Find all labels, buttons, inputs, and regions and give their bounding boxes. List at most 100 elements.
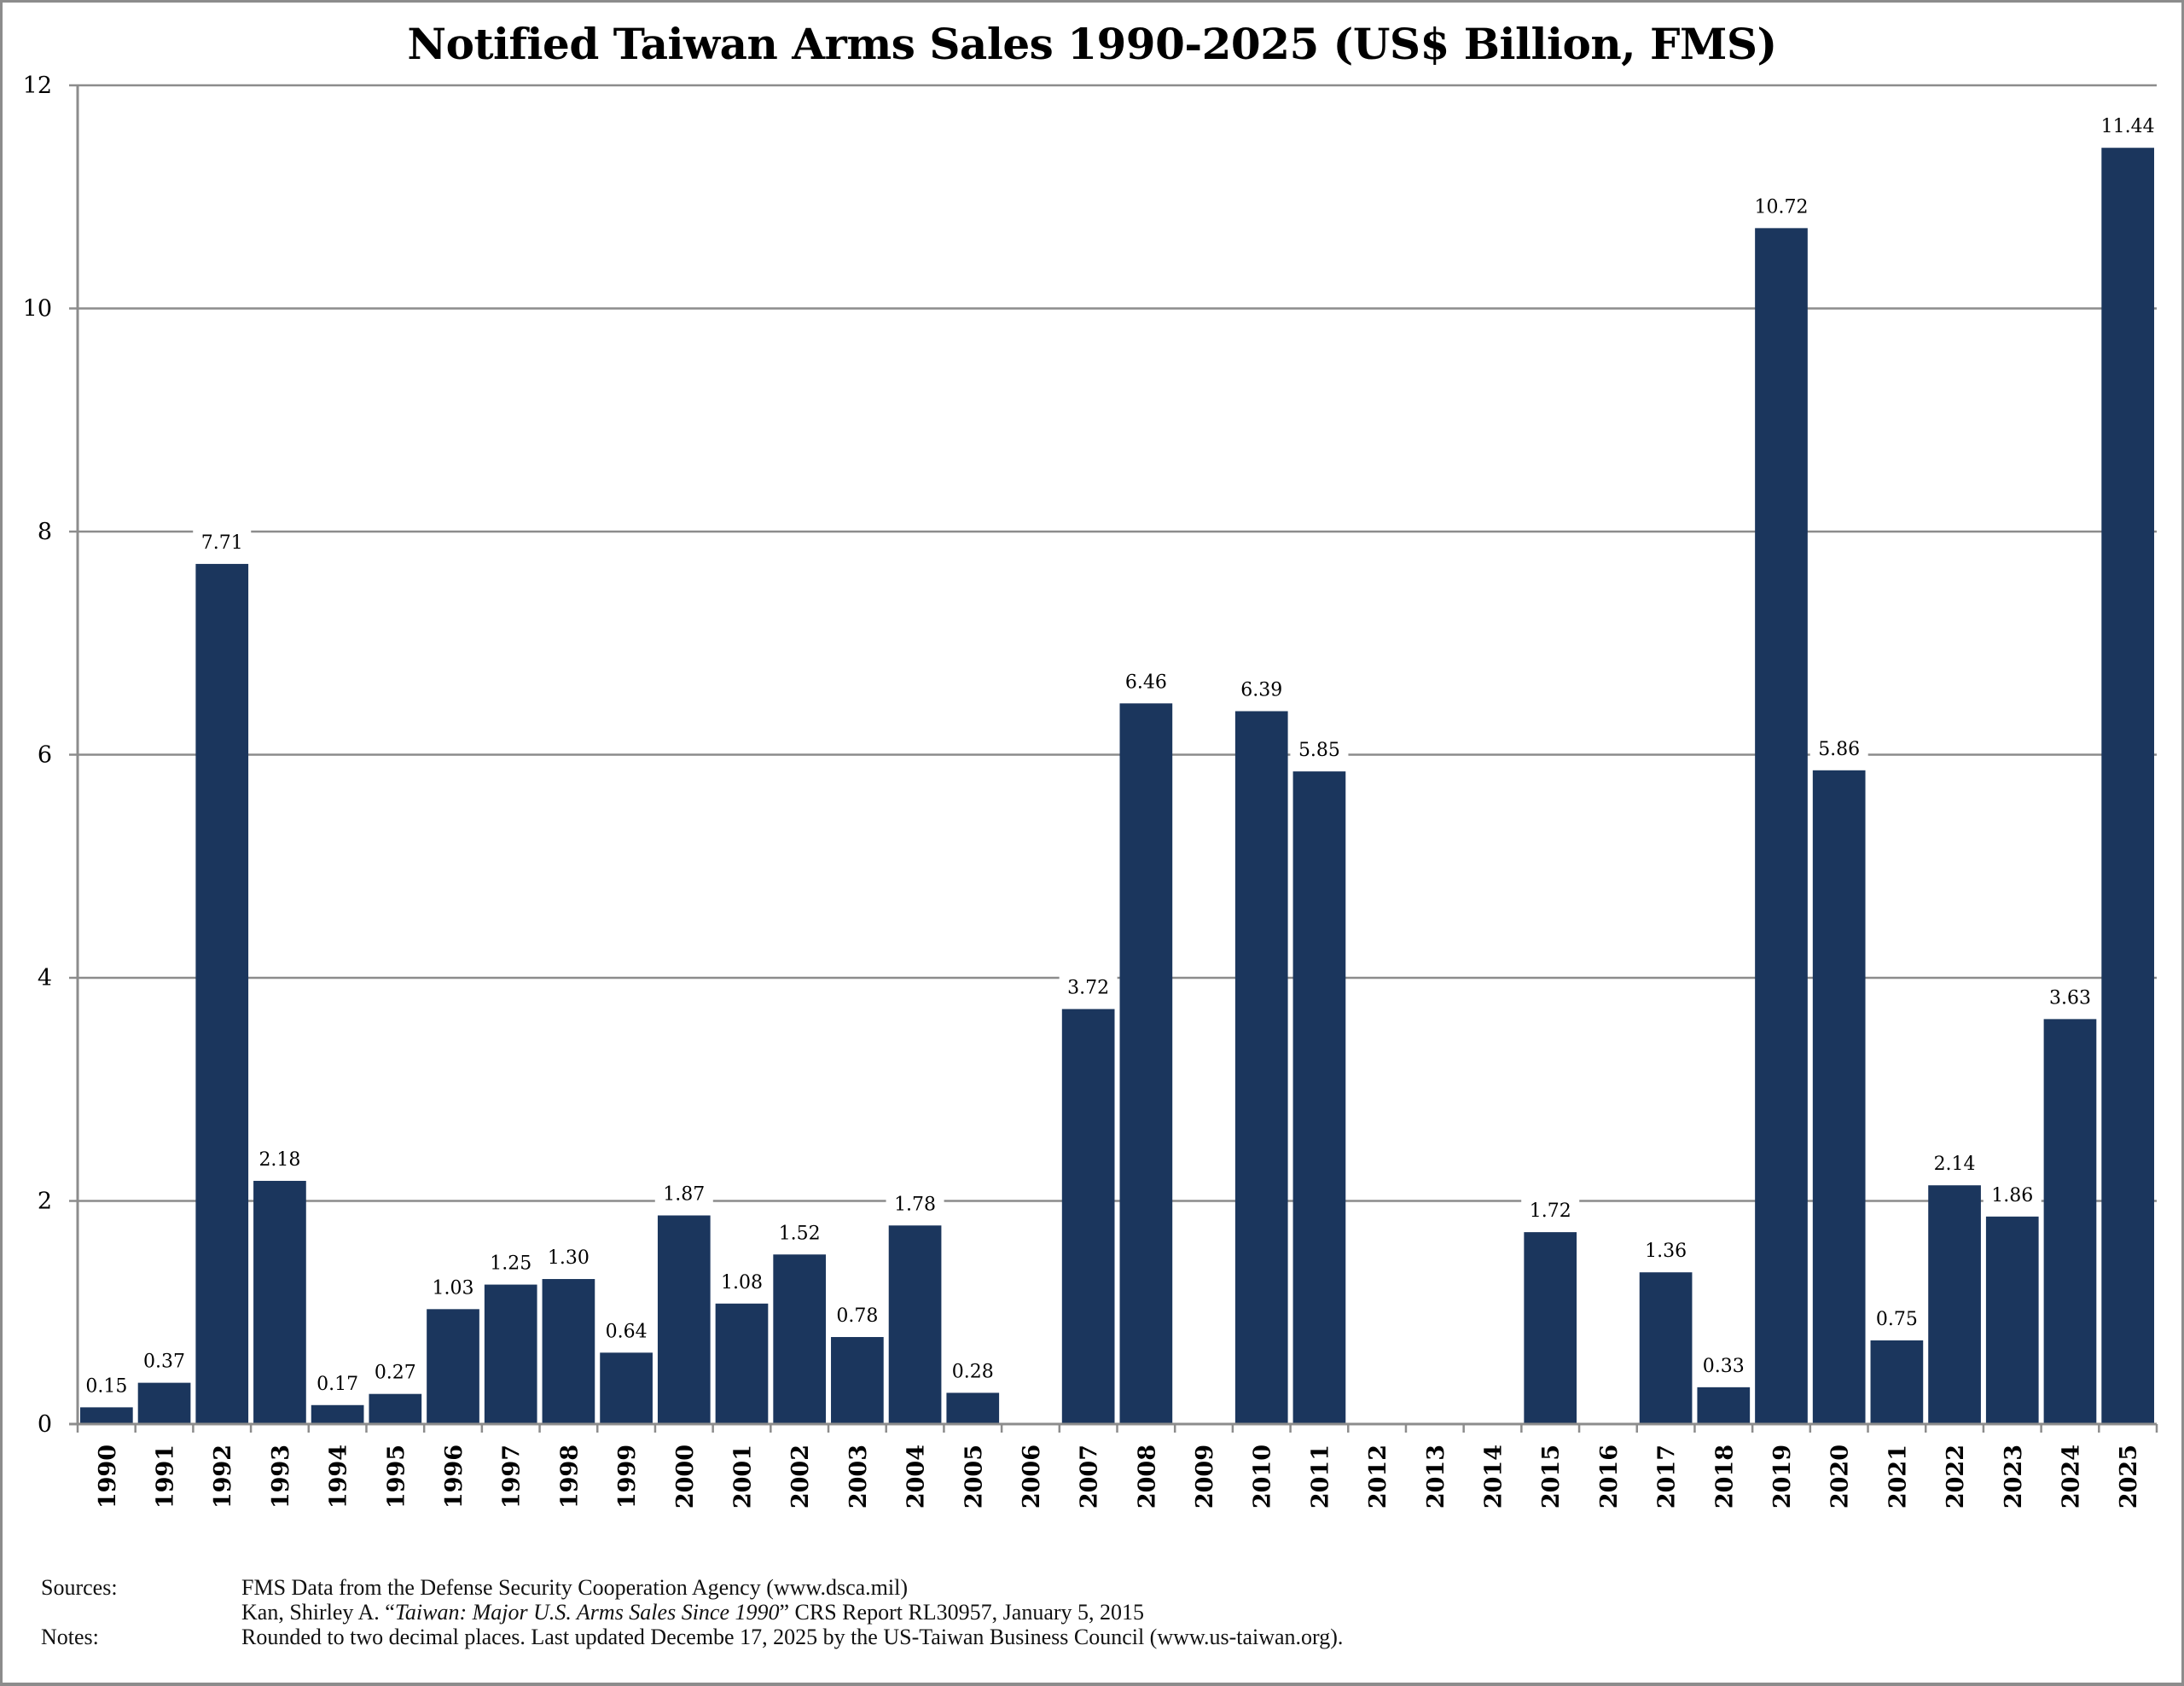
- data-label-2025: 11.44: [2101, 116, 2155, 137]
- x-tick-label: 2006: [1019, 1445, 1045, 1509]
- data-label-2010: 6.39: [1240, 680, 1282, 701]
- bar-1990: [80, 1407, 133, 1424]
- data-label-2007: 3.72: [1067, 978, 1109, 999]
- data-label-1993: 2.18: [258, 1149, 300, 1171]
- data-label-1997: 1.25: [490, 1253, 531, 1275]
- bar-2002: [773, 1254, 827, 1424]
- x-tick-label: 2015: [1538, 1445, 1565, 1509]
- data-label-2003: 0.78: [836, 1305, 878, 1327]
- data-label-bg: [1290, 734, 1349, 764]
- footer-source-2-row: Kan, Shirley A. “Taiwan: Major U.S. Arms…: [41, 1600, 1343, 1625]
- bar-2021: [1870, 1340, 1924, 1424]
- data-label-1990: 0.15: [85, 1375, 127, 1397]
- bar-1996: [427, 1309, 479, 1424]
- data-labels: 0.15 0.37 7.71 2.18 0.17 0.27 1.03 1.25 1.30 0.64…: [77, 110, 2158, 1399]
- data-label-bg: [654, 1177, 713, 1207]
- x-tick-label: 2008: [1134, 1445, 1160, 1509]
- x-tick-label: 2009: [1192, 1445, 1218, 1509]
- data-label-bg: [1751, 190, 1810, 220]
- data-label-bg: [1521, 1195, 1580, 1224]
- bar-2019: [1755, 228, 1808, 1424]
- source-2: Kan, Shirley A. “Taiwan: Major U.S. Arms…: [241, 1600, 1144, 1625]
- x-tick-label: 1994: [326, 1445, 352, 1509]
- bar-2018: [1697, 1387, 1751, 1424]
- bar-2011: [1292, 771, 1346, 1424]
- x-tick-label: 1990: [95, 1445, 121, 1509]
- data-label-bg: [1926, 1148, 1984, 1177]
- data-label-bg: [1117, 666, 1176, 695]
- x-tick-label: 2011: [1307, 1445, 1333, 1509]
- x-tick-label: 1991: [153, 1445, 179, 1509]
- y-tick-label: 10: [23, 296, 52, 323]
- data-label-bg: [1636, 1235, 1695, 1264]
- data-label-2019: 10.72: [1754, 196, 1808, 218]
- x-tick-label: 2000: [672, 1445, 699, 1509]
- data-label-2015: 1.72: [1530, 1201, 1571, 1222]
- data-label-1994: 0.17: [317, 1374, 358, 1395]
- x-tick-label: 2012: [1365, 1445, 1391, 1509]
- data-label-1996: 1.03: [433, 1277, 474, 1299]
- bar-2024: [2043, 1019, 2097, 1424]
- data-label-bg: [886, 1188, 944, 1218]
- x-tick-label: 2022: [1943, 1445, 1969, 1509]
- data-label-bg: [1983, 1178, 2042, 1208]
- data-label-bg: [770, 1217, 829, 1247]
- x-tick-label: 2002: [787, 1445, 814, 1509]
- data-label-bg: [712, 1265, 771, 1295]
- bars: [80, 148, 2154, 1425]
- x-tick-label: 2010: [1250, 1445, 1276, 1509]
- x-tick-label: 2020: [1827, 1445, 1854, 1509]
- x-tick-label: 1995: [383, 1445, 410, 1509]
- x-tick-label: 2025: [2116, 1445, 2142, 1509]
- bar-1999: [600, 1352, 653, 1424]
- data-label-bg: [2041, 981, 2100, 1011]
- data-label-bg: [1867, 1302, 1926, 1332]
- y-tick-label: 4: [38, 965, 52, 991]
- footer-sources-row: Sources: FMS Data from the Defense Secur…: [41, 1575, 1343, 1600]
- y-tick-label: 6: [38, 742, 52, 769]
- data-label-2000: 1.87: [663, 1183, 705, 1205]
- data-label-bg: [77, 1369, 136, 1399]
- x-tick-label: 2007: [1077, 1445, 1103, 1509]
- data-label-2017: 1.36: [1645, 1241, 1687, 1262]
- data-label-bg: [2099, 110, 2158, 140]
- bar-2020: [1812, 770, 1866, 1424]
- data-label-2004: 1.78: [894, 1194, 936, 1215]
- source-2-suffix: ” CRS Report RL30957, January 5, 2015: [779, 1600, 1145, 1625]
- data-label-2021: 0.75: [1876, 1309, 1918, 1330]
- x-tick-label: 2019: [1769, 1445, 1796, 1509]
- bar-2001: [715, 1303, 769, 1424]
- x-tick-label: 2017: [1654, 1445, 1681, 1509]
- bar-2004: [888, 1225, 942, 1424]
- bar-1998: [542, 1279, 595, 1424]
- x-axis-ticks: 1990 1991 1992 1993 1994 1995 1996 1997 1998 1999…: [95, 1445, 2142, 1509]
- bar-1993: [253, 1180, 306, 1424]
- x-tick-label: 2005: [961, 1445, 987, 1509]
- data-label-bg: [366, 1356, 425, 1386]
- x-tick-label: 1996: [441, 1445, 468, 1509]
- x-tick-label: 2001: [729, 1445, 756, 1509]
- data-label-2023: 1.86: [1991, 1185, 2033, 1206]
- bar-2025: [2101, 148, 2154, 1425]
- bar-2008: [1119, 703, 1173, 1424]
- x-tick-label: 1999: [614, 1445, 641, 1509]
- sources-label: Sources:: [41, 1575, 118, 1600]
- x-tick-label: 2021: [1885, 1445, 1911, 1509]
- data-label-bg: [1059, 971, 1118, 1001]
- data-label-bg: [944, 1355, 1002, 1385]
- data-label-bg: [481, 1247, 540, 1276]
- bar-2017: [1639, 1272, 1693, 1424]
- footer-notes-row: Notes: Rounded to two decimal places. La…: [41, 1625, 1343, 1649]
- bar-2022: [1928, 1185, 1981, 1424]
- data-label-2001: 1.08: [721, 1272, 763, 1294]
- data-label-1995: 0.27: [375, 1363, 416, 1384]
- notes-text: Rounded to two decimal places. Last upda…: [241, 1625, 1344, 1649]
- source-2-prefix: Kan, Shirley A. “: [241, 1600, 395, 1625]
- x-tick-label: 2014: [1481, 1445, 1507, 1509]
- chart-title: Notified Taiwan Arms Sales 1990-2025 (US…: [407, 19, 1777, 69]
- x-tick-label: 1992: [210, 1445, 236, 1509]
- data-label-2024: 3.63: [2049, 987, 2091, 1009]
- bar-2010: [1234, 711, 1288, 1424]
- data-label-2022: 2.14: [1934, 1154, 1976, 1175]
- gridlines: [69, 84, 2157, 1202]
